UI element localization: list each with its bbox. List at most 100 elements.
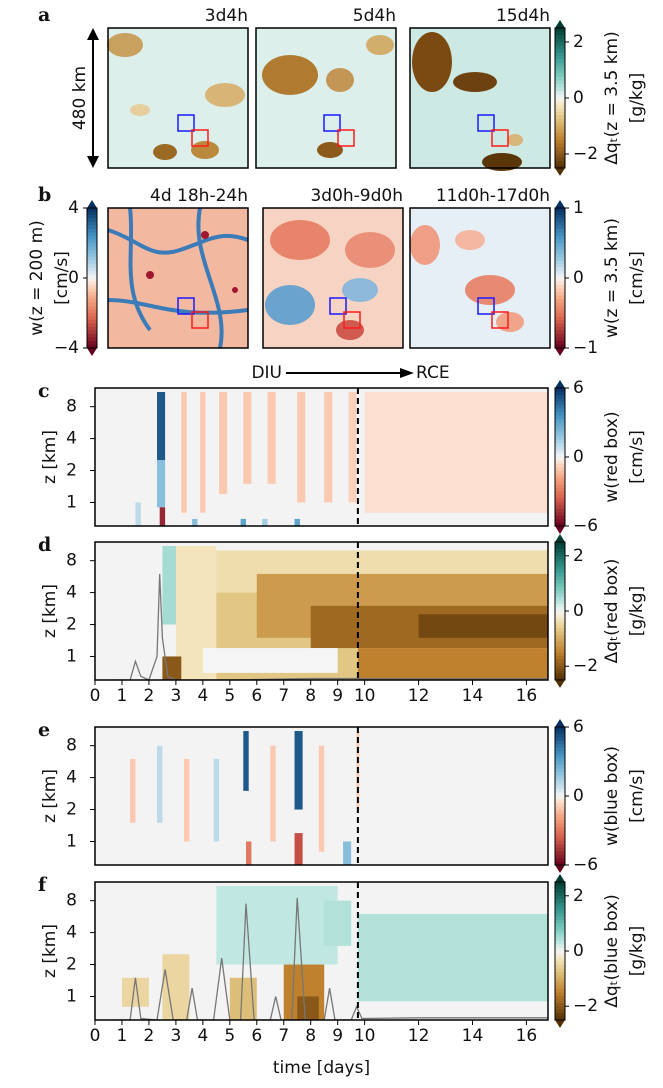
- colorbar-swatch: [87, 323, 97, 328]
- colorbar-swatch: [555, 727, 565, 731]
- colorbar-swatch: [555, 638, 565, 643]
- colorbar-swatch: [555, 429, 565, 434]
- colorbar-swatch: [555, 566, 565, 571]
- colorbar-swatch: [555, 38, 565, 43]
- colorbar-swatch: [555, 923, 565, 928]
- colorbar-swatch: [555, 747, 565, 752]
- colorbar-swatch: [555, 548, 565, 553]
- heat-cell: [357, 913, 548, 1002]
- colorbar-swatch: [555, 154, 565, 158]
- colorbar-swatch: [555, 964, 565, 969]
- colorbar-swatch: [555, 422, 565, 427]
- colorbar-swatch: [555, 323, 565, 328]
- colorbar-swatch: [87, 309, 97, 314]
- colorbar-swatch: [555, 35, 565, 39]
- colorbar-swatch: [555, 494, 565, 499]
- plot-area: [95, 882, 548, 1020]
- y-tick-label: 2: [66, 461, 77, 481]
- colorbar-swatch: [555, 501, 565, 506]
- colorbar-swatch: [555, 799, 565, 804]
- colorbar-extend: [87, 348, 97, 356]
- colorbar-label: w(red box): [602, 411, 622, 502]
- colorbar-units: [cm/s]: [627, 251, 647, 305]
- colorbar-swatch: [555, 988, 565, 993]
- colorbar-swatch: [555, 559, 565, 564]
- colorbar-swatch: [555, 105, 565, 109]
- heat-cell: [130, 758, 136, 823]
- colorbar-swatch: [555, 398, 565, 403]
- colorbar-swatch: [555, 63, 565, 67]
- colorbar-swatch: [87, 215, 97, 219]
- colorbar-swatch: [555, 133, 565, 137]
- colorbar-swatch: [555, 344, 565, 349]
- y-tick-label: 4: [66, 768, 77, 788]
- colorbar-swatch: [555, 484, 565, 489]
- colorbar-swatch: [555, 823, 565, 828]
- colorbar-swatch: [555, 573, 565, 577]
- heat-cell: [243, 731, 249, 791]
- y-tick-label: 1: [66, 492, 77, 512]
- colorbar-swatch: [555, 809, 565, 814]
- plot-area: [95, 542, 548, 680]
- colorbar-tick-label: 4: [68, 198, 79, 218]
- colorbar-extend: [555, 20, 565, 28]
- colorbar-swatch: [555, 320, 565, 324]
- colorbar-swatch: [555, 854, 565, 859]
- x-tick-label: 7: [278, 686, 289, 706]
- colorbar-swatch: [555, 926, 565, 931]
- colorbar-extend: [555, 874, 565, 882]
- axes-frame: [94, 881, 549, 1021]
- heat-cell: [192, 518, 198, 526]
- colorbar-swatch: [555, 730, 565, 735]
- colorbar-swatch: [555, 916, 565, 921]
- colorbar-swatch: [555, 933, 565, 938]
- colorbar-swatch: [555, 316, 565, 321]
- colorbar-swatch: [555, 129, 565, 134]
- colorbar-swatch: [555, 436, 565, 441]
- heat-cell: [294, 731, 303, 810]
- colorbar-swatch: [555, 405, 565, 410]
- colorbar-swatch: [555, 1009, 565, 1014]
- colorbar-swatch: [555, 460, 565, 465]
- colorbar-swatch: [555, 607, 565, 612]
- colorbar-swatch: [555, 443, 565, 448]
- colorbar-tick-label: −6: [573, 516, 598, 536]
- heat-cell: [200, 392, 206, 513]
- colorbar-swatch: [555, 673, 565, 678]
- y-axis-label: z [km]: [40, 924, 60, 978]
- heat-cell: [267, 392, 276, 484]
- y-tick-label: 1: [66, 646, 77, 666]
- colorbar-swatch: [87, 239, 97, 244]
- colorbar-swatch: [555, 816, 565, 821]
- colorbar-extend: [555, 526, 565, 534]
- heat-cell: [240, 518, 246, 526]
- x-tick-label: 6: [251, 686, 262, 706]
- colorbar-swatch: [555, 837, 565, 842]
- colorbar-tick-label: 0: [573, 447, 584, 467]
- colorbar-tick-label: 2: [573, 32, 584, 52]
- colorbar-swatch: [87, 253, 97, 258]
- colorbar-swatch: [555, 115, 565, 120]
- colorbar-swatch: [555, 611, 565, 615]
- colorbar-swatch: [87, 267, 97, 272]
- colorbar-swatch: [555, 552, 565, 557]
- colorbar-swatch: [555, 31, 565, 36]
- plot-area: [95, 727, 548, 865]
- colorbar-tick-label: 0: [573, 268, 584, 288]
- colorbar-swatch: [87, 341, 97, 345]
- x-tick-label: 7: [278, 1026, 289, 1046]
- colorbar-swatch: [555, 978, 565, 983]
- panel-letter: e: [38, 719, 50, 741]
- colorbar-swatch: [555, 49, 565, 53]
- colorbar-tick-label: −2: [573, 996, 598, 1016]
- colorbar-swatch: [555, 666, 565, 671]
- colorbar-swatch: [555, 477, 565, 482]
- colorbar-tick-label: 6: [573, 378, 584, 398]
- colorbar-swatch: [555, 600, 565, 605]
- scale-label: 480 km: [70, 66, 90, 130]
- colorbar-swatch: [555, 522, 565, 527]
- colorbar-swatch: [555, 463, 565, 468]
- colorbar-swatch: [555, 112, 565, 116]
- y-tick-label: 2: [66, 955, 77, 975]
- colorbar-swatch: [555, 751, 565, 756]
